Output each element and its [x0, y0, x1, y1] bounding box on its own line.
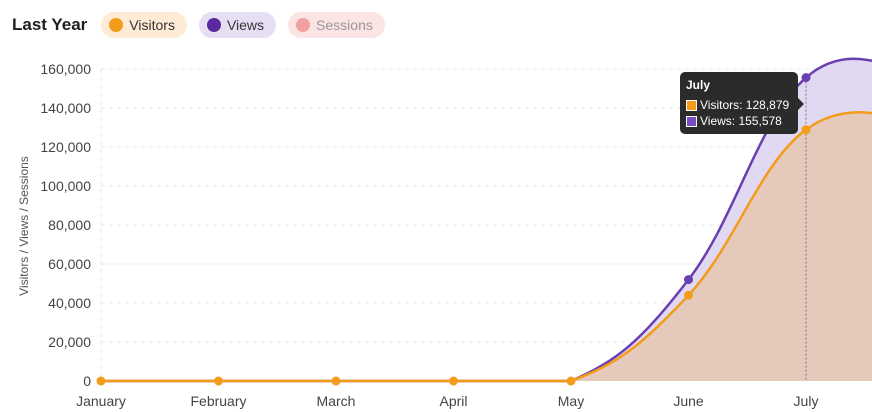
- y-tick-label: 0: [83, 373, 91, 389]
- x-tick-label: February: [190, 393, 246, 409]
- y-tick-label: 140,000: [40, 100, 91, 116]
- point-visitors: [331, 376, 341, 386]
- legend-sessions-toggle[interactable]: Sessions: [288, 12, 385, 38]
- tooltip-row-views: Views: 155,578: [686, 113, 792, 129]
- y-tick-label: 80,000: [48, 217, 91, 233]
- sessions-dot-icon: [296, 18, 311, 32]
- line-visitors: [101, 111, 872, 383]
- y-tick-label: 20,000: [48, 334, 91, 350]
- chart-areas: [101, 58, 872, 381]
- tooltip-row-visitors: Visitors: 128,879: [686, 97, 792, 113]
- legend-sessions-label: Sessions: [316, 17, 373, 33]
- area-views: [101, 58, 872, 381]
- point-visitors: [449, 376, 458, 386]
- x-tick-label: July: [794, 393, 819, 409]
- y-tick-label: 120,000: [40, 139, 91, 155]
- point-views: [801, 73, 811, 83]
- chart-title: Last Year: [12, 15, 88, 34]
- views-swatch-icon: [686, 115, 697, 127]
- y-tick-label: 40,000: [48, 295, 91, 311]
- visitors-dot-icon: [109, 18, 124, 32]
- point-visitors: [214, 376, 223, 386]
- chart-header: Last Year Visitors Views Sessions: [12, 11, 397, 39]
- point-views: [684, 275, 693, 285]
- x-tick-label: April: [439, 393, 467, 409]
- y-tick-label: 60,000: [48, 256, 91, 272]
- chart-points: [96, 73, 811, 386]
- views-dot-icon: [206, 18, 221, 32]
- tooltip-views-value: Views: 155,578: [700, 114, 782, 128]
- area-visitors: [101, 112, 872, 381]
- x-tick-label: January: [76, 393, 126, 409]
- chart-lines: [101, 57, 872, 383]
- y-tick-label: 100,000: [40, 178, 91, 194]
- x-tick-label: June: [673, 393, 704, 409]
- legend-views-toggle[interactable]: Views: [198, 12, 277, 38]
- tooltip-title: July: [686, 78, 711, 92]
- legend-visitors-toggle[interactable]: Visitors: [101, 12, 187, 38]
- y-tick-label: 160,000: [40, 61, 91, 77]
- visitors-swatch-icon: [686, 99, 697, 111]
- legend-views-label: Views: [226, 17, 265, 33]
- point-visitors: [801, 125, 811, 135]
- tooltip-visitors-value: Visitors: 128,879: [700, 98, 790, 112]
- x-tick-label: March: [317, 393, 356, 409]
- y-axis-ticks: 0 20,000 40,000 60,000 80,000 100,000 120,000 1…: [40, 61, 91, 389]
- point-visitors: [566, 376, 576, 386]
- grid-lines: [100, 68, 872, 381]
- point-visitors: [96, 376, 106, 386]
- x-tick-label: May: [558, 393, 584, 409]
- y-axis-label: Visitors / Views / Sessions: [17, 156, 31, 296]
- legend-visitors-label: Visitors: [129, 17, 175, 33]
- x-axis-ticks: January February March April May June July: [76, 393, 818, 409]
- chart-tooltip: July Visitors: 128,879 Views: 155,578: [680, 72, 804, 134]
- point-visitors: [684, 290, 693, 300]
